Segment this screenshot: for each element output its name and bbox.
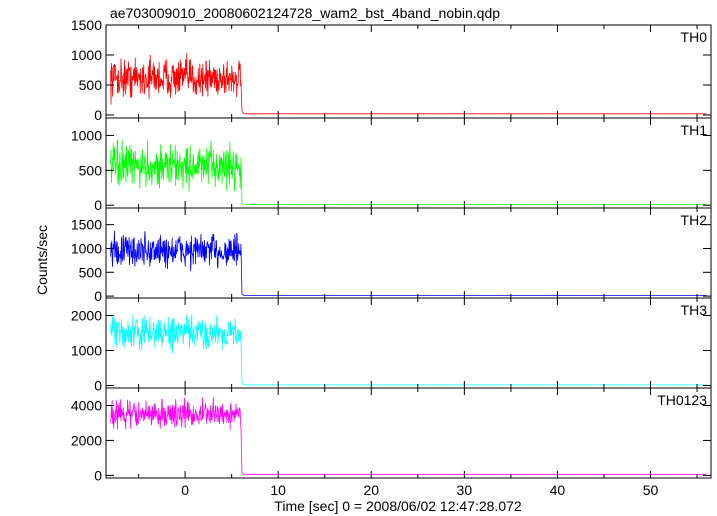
panel-label: TH0 bbox=[681, 29, 708, 45]
series-th2-line bbox=[110, 230, 707, 296]
y-tick-label: 0 bbox=[94, 378, 102, 394]
y-tick-label: 2000 bbox=[71, 308, 102, 324]
x-tick-label: 30 bbox=[457, 482, 473, 498]
panel-label: TH1 bbox=[681, 122, 708, 138]
series-th3-line bbox=[110, 314, 707, 386]
x-tick-label: 50 bbox=[643, 482, 659, 498]
y-tick-label: 1000 bbox=[71, 240, 102, 256]
y-tick-label: 500 bbox=[79, 162, 103, 178]
y-tick-label: 500 bbox=[79, 77, 103, 93]
y-tick-label: 1500 bbox=[71, 217, 102, 233]
y-tick-label: 1000 bbox=[71, 127, 102, 143]
y-tick-label: 0 bbox=[94, 467, 102, 483]
panel-th0123: TH0123 0 2000 4000 bbox=[71, 387, 712, 483]
panel-frame bbox=[105, 387, 712, 479]
x-tick-label: 20 bbox=[363, 482, 379, 498]
y-tick-label: 4000 bbox=[71, 397, 102, 413]
panel-label: TH2 bbox=[681, 212, 708, 228]
y-tick-label: 500 bbox=[79, 264, 103, 280]
series-th0123-line bbox=[110, 397, 707, 475]
y-tick-label: 0 bbox=[94, 107, 102, 123]
x-axis-label: Time [sec] 0 = 2008/06/02 12:47:28.072 bbox=[274, 498, 522, 514]
y-tick-label: 1000 bbox=[71, 343, 102, 359]
y-tick-label: 0 bbox=[94, 288, 102, 304]
panels-group: TH0050010001500TH105001000TH205001000150… bbox=[71, 17, 712, 498]
y-tick-label: 1500 bbox=[71, 17, 102, 33]
x-tick-label: 40 bbox=[550, 482, 566, 498]
y-tick-label: 1000 bbox=[71, 47, 102, 63]
panel-label: TH0123 bbox=[657, 392, 707, 408]
panel-th1: TH1 0 500 1000 bbox=[71, 117, 712, 213]
y-tick-label: 2000 bbox=[71, 432, 102, 448]
y-tick-label: 0 bbox=[94, 197, 102, 213]
y-axis-label: Counts/sec bbox=[34, 225, 50, 295]
chart-title: ae703009010_20080602124728_wam2_bst_4ban… bbox=[110, 5, 500, 21]
series-th0-line bbox=[110, 52, 707, 115]
x-tick-label: 10 bbox=[270, 482, 286, 498]
x-tick-label: 0 bbox=[181, 482, 189, 498]
panel-th2: TH2 0 500 1000 1500 bbox=[71, 207, 712, 304]
series-th1-line bbox=[110, 139, 707, 205]
panel-label: TH3 bbox=[681, 302, 708, 318]
